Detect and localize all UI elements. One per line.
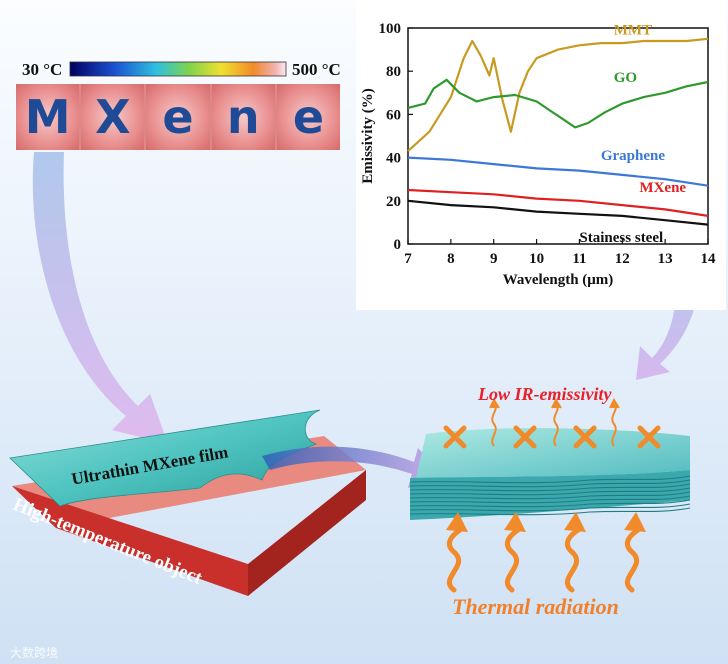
thermal-mxene-image: M X e n e	[16, 84, 341, 150]
scale-max-label: 500 °C	[292, 60, 341, 79]
letter-tile: M	[16, 84, 82, 150]
series-label-graphene: Graphene	[601, 148, 666, 164]
chart-background	[356, 0, 726, 310]
letter-tile: e	[276, 84, 341, 150]
series-line-mxene	[407, 188, 709, 217]
x-tick-label: 14	[701, 251, 717, 267]
x-tick-label: 7	[404, 251, 412, 267]
y-axis-label: Emissivity (%)	[360, 88, 376, 183]
scale-min-label: 30 °C	[22, 60, 63, 79]
watermark-text: 大数跨境	[10, 646, 59, 660]
series-line-go	[407, 78, 709, 129]
y-tick-label: 100	[379, 21, 402, 37]
hot-object-side	[248, 470, 366, 596]
y-tick-label: 20	[386, 194, 401, 210]
mxene-film	[9, 409, 321, 507]
letter-tile: X	[81, 84, 147, 150]
low-ir-label: Low IR-emissivity	[478, 384, 612, 404]
emissivity-chart: 7 8 9 10 11 12 13 14 0 20 40 60 80 100 MMT GO Graphene MX…	[356, 0, 726, 310]
thermal-arrow-heads	[446, 512, 646, 532]
x-axis-label: Wavelength (μm)	[503, 272, 614, 288]
thermal-radiation-label: Thermal radiation	[452, 594, 619, 619]
thermal-radiation-arrows	[446, 526, 641, 593]
middle-arrow	[262, 446, 444, 488]
series-label-mmt: MMT	[614, 22, 652, 38]
blocked-emission-crosses	[443, 425, 661, 449]
series-line-graphene	[407, 156, 709, 187]
x-tick-label: 9	[490, 251, 498, 267]
series-label-mxene: MXene	[639, 180, 686, 196]
y-tick-label: 40	[386, 151, 401, 167]
x-tick-label: 11	[572, 251, 586, 267]
plot-frame	[407, 27, 709, 245]
letter-tile: n	[211, 84, 277, 150]
series-line-mmt	[407, 37, 709, 152]
y-tick-label: 80	[386, 64, 401, 80]
temperature-colorbar	[69, 61, 287, 77]
series-label-go: GO	[614, 70, 637, 86]
x-tick-label: 10	[529, 251, 544, 267]
x-tick-label: 8	[447, 251, 455, 267]
weak-emission-arrows	[489, 397, 620, 447]
x-tick-label: 13	[658, 251, 673, 267]
y-tick-label: 0	[394, 237, 402, 253]
layered-stack	[409, 428, 691, 520]
letter-tile: e	[146, 84, 212, 150]
series-line-stainess-steel	[407, 199, 709, 226]
x-tick-label: 12	[615, 251, 630, 267]
series-label-stainess-steel: Stainess steel	[579, 230, 663, 246]
curved-arrow-left	[32, 152, 168, 444]
y-tick-label: 60	[386, 107, 401, 123]
hot-object-front	[12, 486, 248, 596]
